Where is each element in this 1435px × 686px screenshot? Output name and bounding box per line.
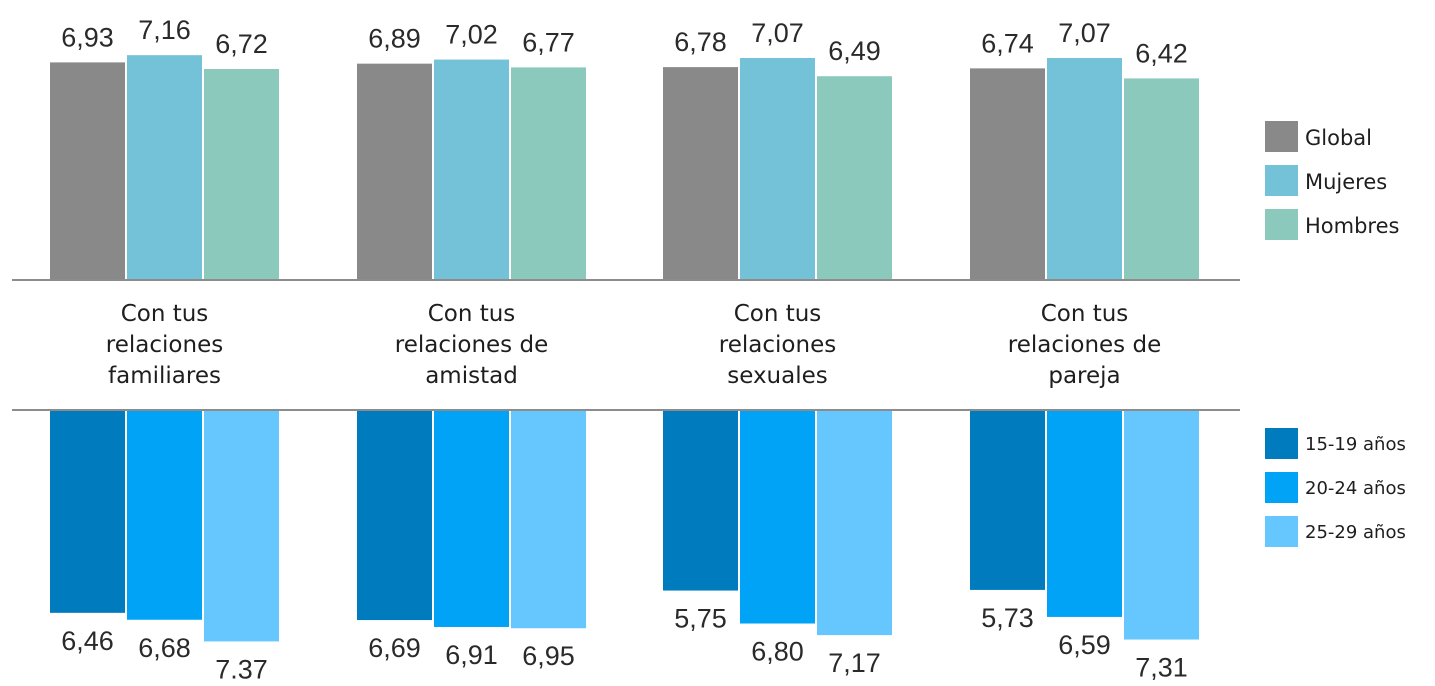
bar-top-2-3 (740, 58, 815, 280)
bar-bottom-1-3 (663, 410, 738, 591)
value-label-bottom-1-4: 5,73 (981, 603, 1034, 633)
category-label-line: pareja (1048, 363, 1120, 389)
category-label-line: Con tus (121, 301, 209, 327)
bar-top-2-2 (434, 59, 509, 281)
bar-top-1-3 (663, 67, 738, 280)
top-chart-bars (50, 55, 1199, 281)
legend-label-bottom-1: 15-19 años (1305, 434, 1406, 455)
bottom-legend: 15-19 años 20-24 años 25-29 años (1265, 428, 1406, 547)
legend-label-top-3: Hombres (1305, 214, 1399, 238)
category-label-1: Con tus relaciones familiares (106, 301, 223, 389)
top-chart-value-labels: 6,93 6,89 6,78 6,74 7,16 7,02 7,07 7,07 6,72 6,77… (61, 15, 1188, 68)
value-label-top-2-2: 7,02 (445, 20, 498, 50)
bar-top-1-1 (50, 62, 125, 281)
bottom-chart-bars (50, 410, 1199, 642)
bar-bottom-3-1 (204, 410, 279, 642)
category-label-line: sexuales (727, 363, 828, 389)
axis-lines (12, 279, 1240, 411)
value-label-top-3-4: 6,42 (1135, 38, 1188, 68)
bar-bottom-1-1 (50, 410, 125, 613)
value-label-bottom-3-2: 6,95 (522, 641, 575, 671)
bar-bottom-3-2 (511, 410, 586, 629)
value-label-top-3-2: 6,77 (522, 27, 575, 57)
bar-top-3-3 (817, 76, 892, 281)
value-label-top-1-3: 6,78 (674, 27, 727, 57)
value-label-top-3-3: 6,49 (828, 36, 881, 66)
category-label-line: familiares (108, 363, 221, 389)
legend-swatch-bottom-1 (1265, 428, 1298, 459)
category-label-line: relaciones (106, 332, 223, 358)
legend-swatch-bottom-2 (1265, 472, 1298, 503)
bar-top-2-4 (1047, 58, 1122, 280)
value-label-top-3-1: 6,72 (215, 29, 268, 59)
value-label-bottom-1-1: 6,46 (61, 626, 114, 656)
legend-swatch-top-1 (1265, 121, 1298, 152)
category-label-4: Con tus relaciones de pareja (1008, 301, 1161, 389)
category-label-2: Con tus relaciones de amistad (395, 301, 548, 389)
value-label-bottom-3-1: 7.37 (215, 654, 268, 684)
category-label-line: Con tus (428, 301, 516, 327)
legend-swatch-top-2 (1265, 165, 1298, 196)
legend-swatch-top-3 (1265, 209, 1298, 240)
value-label-top-1-4: 6,74 (981, 28, 1034, 58)
value-label-bottom-2-1: 6,68 (138, 633, 191, 663)
bar-top-3-1 (204, 68, 279, 280)
bar-top-3-2 (511, 67, 586, 280)
legend-label-top-1: Global (1305, 126, 1372, 150)
value-label-bottom-2-3: 6,80 (751, 637, 804, 667)
legend-swatch-bottom-3 (1265, 516, 1298, 547)
value-label-bottom-2-2: 6,91 (445, 640, 498, 670)
bar-bottom-3-3 (817, 410, 892, 636)
value-label-top-2-3: 7,07 (751, 18, 804, 48)
legend-label-bottom-3: 25-29 años (1305, 522, 1406, 543)
category-label-3: Con tus relaciones sexuales (719, 301, 836, 389)
category-label-line: amistad (425, 363, 518, 389)
value-label-bottom-1-2: 6,69 (368, 633, 421, 663)
bar-bottom-3-4 (1124, 410, 1199, 640)
value-label-top-1-1: 6,93 (61, 22, 114, 52)
bottom-chart-value-labels: 6,46 6,69 5,75 5,73 6,68 6,91 6,80 6,59 7.37 6,95… (61, 603, 1188, 684)
bar-bottom-2-3 (740, 410, 815, 624)
bar-bottom-1-2 (357, 410, 432, 621)
bar-bottom-1-4 (970, 410, 1045, 590)
value-label-bottom-1-3: 5,75 (674, 604, 727, 634)
legend-label-top-2: Mujeres (1305, 170, 1387, 194)
value-label-top-1-2: 6,89 (368, 24, 421, 54)
category-labels: Con tus relaciones familiares Con tus relaci… (106, 301, 1161, 389)
legend-label-bottom-2: 20-24 años (1305, 478, 1406, 499)
value-label-bottom-3-4: 7,31 (1135, 653, 1188, 683)
bar-bottom-2-1 (127, 410, 202, 620)
bar-top-1-4 (970, 68, 1045, 280)
bar-top-3-4 (1124, 78, 1199, 280)
category-label-line: relaciones (719, 332, 836, 358)
category-label-line: Con tus (1041, 301, 1129, 327)
category-label-line: relaciones de (395, 332, 548, 358)
bar-top-2-1 (127, 55, 202, 281)
category-label-line: Con tus (734, 301, 822, 327)
top-legend: Global Mujeres Hombres (1265, 121, 1399, 240)
value-label-top-2-4: 7,07 (1058, 18, 1111, 48)
bar-bottom-2-4 (1047, 410, 1122, 617)
category-label-line: relaciones de (1008, 332, 1161, 358)
bar-top-1-2 (357, 63, 432, 281)
value-label-top-2-1: 7,16 (138, 15, 191, 45)
bar-bottom-2-2 (434, 410, 509, 627)
value-label-bottom-3-3: 7,17 (828, 648, 881, 678)
value-label-bottom-2-4: 6,59 (1058, 630, 1111, 660)
